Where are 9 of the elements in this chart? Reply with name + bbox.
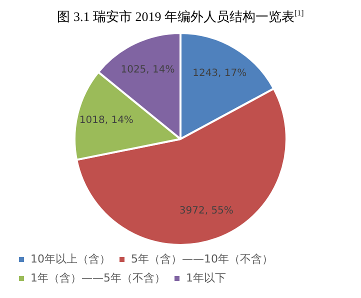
chart-title: 图 3.1 瑞安市 2019 年编外人员结构一览表$^{[1]}$: [56, 8, 305, 26]
data-label: 1243, 17%: [192, 68, 247, 80]
legend-label: 10年以上（含）: [30, 252, 110, 266]
legend-label: 1年以下: [186, 271, 226, 284]
data-label: 3972, 55%: [179, 205, 234, 216]
legend-label: 1年（含）——5年（不含）: [30, 271, 166, 284]
data-label: 1025, 14%: [120, 64, 175, 76]
data-label: 1018, 14%: [79, 115, 134, 126]
legend-label: 5年（含）——10年（不含）: [130, 252, 273, 266]
